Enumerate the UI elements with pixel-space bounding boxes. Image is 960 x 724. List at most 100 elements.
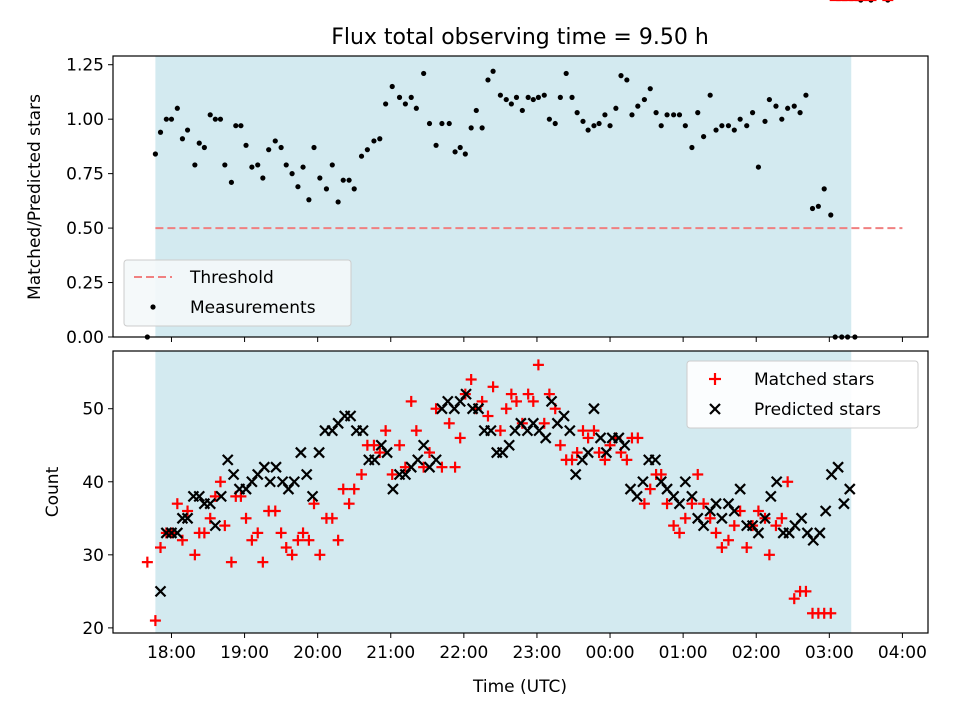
data-point [326,512,338,524]
data-point [246,534,258,546]
measurements-legend-label: Measurements [190,298,316,318]
data-point [676,112,683,118]
matched-legend-marker [709,373,721,385]
data-point [348,483,360,495]
ratio-legend: Threshold Measurements [123,259,352,327]
data-point [710,497,722,510]
data-point [396,94,403,100]
data-point [731,127,737,133]
data-point [313,446,325,459]
data-point [473,107,479,114]
data-point [426,120,433,127]
data-point [513,94,520,100]
x-axis-label: Time (UTC) [472,677,567,697]
data-point [510,395,522,407]
predicted-stars-series [154,388,856,598]
data-point [644,483,656,495]
data-point [272,138,278,144]
data-point [821,186,827,192]
data-point [541,92,547,98]
data-point [647,86,653,92]
data-point [219,520,231,532]
data-point [522,388,534,400]
data-point [585,127,591,133]
data-point [664,112,670,118]
data-point [752,527,765,539]
data-point [535,94,542,100]
data-point [168,116,175,122]
data-point [503,439,515,452]
data-point [658,123,664,129]
data-point [270,461,282,473]
data-point [289,171,295,177]
data-point [174,105,180,111]
data-point [189,549,201,561]
data-point [539,432,552,444]
data-point [308,498,320,510]
data-point [152,151,158,157]
data-point [649,454,662,466]
predicted-legend-marker [709,403,721,415]
data-point [797,110,803,116]
data-point [641,96,647,103]
data-point [728,520,740,532]
data-point [446,120,452,127]
data-point [613,105,619,111]
x-tick-label: 04:00 [878,643,927,663]
data-point [368,439,380,451]
data-point [221,454,234,466]
x-tick-label: 02:00 [732,643,781,663]
data-point [443,417,455,429]
data-point [519,107,525,114]
data-point [468,125,474,131]
data-point [337,483,349,495]
threshold-legend-label: Threshold [189,268,274,288]
count-legend-box [686,360,919,429]
data-point [181,512,194,525]
data-point [596,120,602,127]
data-point [545,395,558,408]
x-tick-label: 19:00 [220,643,269,663]
data-point [179,136,186,142]
y-tick-label: 1.25 [66,56,104,76]
ratio-axes-frame [112,55,929,338]
data-point [212,116,218,122]
data-point [563,70,569,77]
data-point [494,425,506,437]
data-point [638,498,650,510]
data-point [266,147,272,153]
data-point [814,527,826,539]
chart-title: Flux total observing time = 9.50 h [331,25,709,50]
data-point [682,123,688,129]
data-point [637,475,649,488]
data-point [405,395,417,407]
data-point [487,381,499,393]
data-point [734,483,746,495]
data-point [368,454,381,466]
data-point [744,123,750,129]
data-point [157,129,164,135]
data-point [785,105,791,111]
data-point [679,512,691,524]
y-tick-label: 0.50 [66,219,104,239]
data-point [155,542,167,554]
data-point [574,110,580,116]
data-point [193,490,206,503]
data-point [697,519,710,532]
data-point [457,144,463,151]
ratio-y-axis-label: Matched/Predicted stars [25,94,45,300]
y-tick-label: 0.75 [66,165,104,185]
data-point [423,447,435,459]
data-point [698,498,710,510]
data-point [389,83,395,90]
data-point [655,468,667,480]
data-point [776,512,788,524]
data-point [577,425,589,437]
data-point [222,162,228,168]
data-point [686,490,698,503]
data-point [554,439,566,451]
data-point [381,446,393,459]
data-point [707,92,713,98]
data-point [171,498,183,510]
data-point [228,179,235,185]
